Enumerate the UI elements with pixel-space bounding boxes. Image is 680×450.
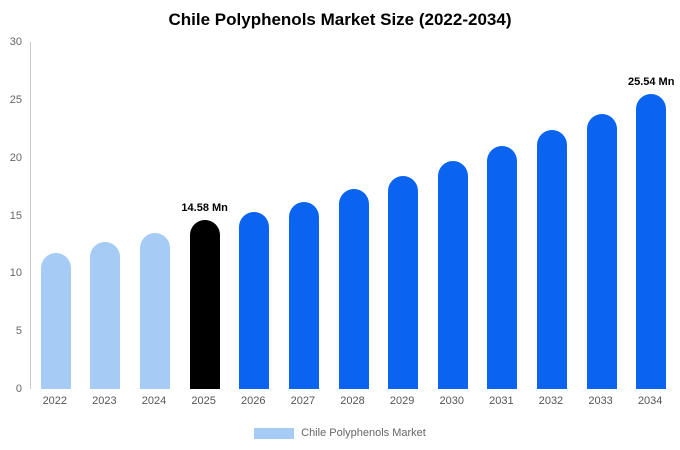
y-axis: 0 5 10 15 20 25 30 [0,36,26,395]
bar-2022 [40,252,71,389]
bar-2031 [487,146,518,389]
x-tick-label: 2025 [191,395,216,407]
bar-2029 [388,176,419,389]
x-tick-label: 2022 [42,395,68,407]
x-tick-label: 2027 [290,395,316,407]
x-tick-label: 2031 [489,395,514,407]
x-tick-label: 2032 [538,395,564,407]
x-tick-label: 2023 [92,395,117,407]
bar-2027 [288,201,319,389]
y-tick-label: 20 [9,151,22,164]
bar-value-label: 25.54 Mn [627,75,675,88]
plot-area: 14.58 Mn 25.54 Mn [30,42,676,389]
legend-swatch [254,427,295,439]
bar-2028 [338,188,369,389]
bar-2032 [536,129,567,389]
bar-2023 [90,242,121,389]
y-tick-label: 10 [9,267,22,280]
x-tick-label: 2034 [637,395,663,407]
x-tick-label: 2024 [141,395,167,407]
y-tick-label: 25 [9,93,22,106]
legend: Chile Polyphenols Market [0,427,680,439]
x-tick-label: 2028 [340,395,365,407]
y-tick-label: 0 [15,383,22,395]
bar-2030 [437,161,468,389]
y-tick-label: 5 [15,325,22,338]
chart-title: Chile Polyphenols Market Size (2022-2034… [168,10,512,29]
bar-2024 [140,232,171,389]
legend-label: Chile Polyphenols Market [301,427,426,439]
bar-2026 [239,212,270,389]
bar-2025 [189,220,220,389]
x-tick-label: 2030 [439,395,464,407]
x-tick-label: 2026 [241,395,266,407]
bar-value-label: 14.58 Mn [181,202,228,215]
bar-2034 [636,93,667,389]
x-tick-label: 2033 [588,395,613,407]
bar-2033 [586,113,617,389]
y-tick-label: 30 [9,36,22,48]
x-axis-labels: 2022 2023 2024 2025 2026 2027 2028 2029 2030 2031… [30,395,675,411]
x-tick-label: 2029 [389,395,415,407]
y-tick-label: 15 [9,209,22,222]
